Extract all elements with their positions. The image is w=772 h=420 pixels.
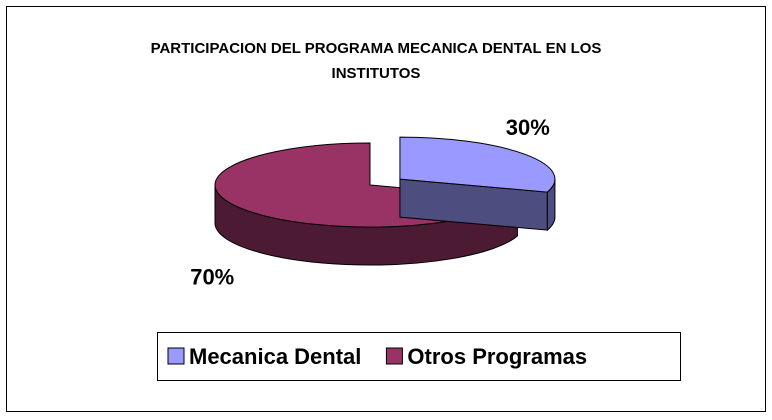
legend-label: Mecanica Dental [189, 344, 361, 369]
data-label: 30% [506, 115, 550, 140]
pie-slice [399, 136, 556, 232]
legend-label: Otros Programas [407, 344, 587, 369]
legend-swatch [167, 347, 185, 365]
data-label: 70% [190, 265, 234, 290]
legend-box [157, 332, 681, 381]
slice-top [399, 136, 556, 193]
legend-swatch [385, 347, 403, 365]
chart-title: PARTICIPACION DEL PROGRAMA MECANICA DENT… [150, 40, 602, 82]
